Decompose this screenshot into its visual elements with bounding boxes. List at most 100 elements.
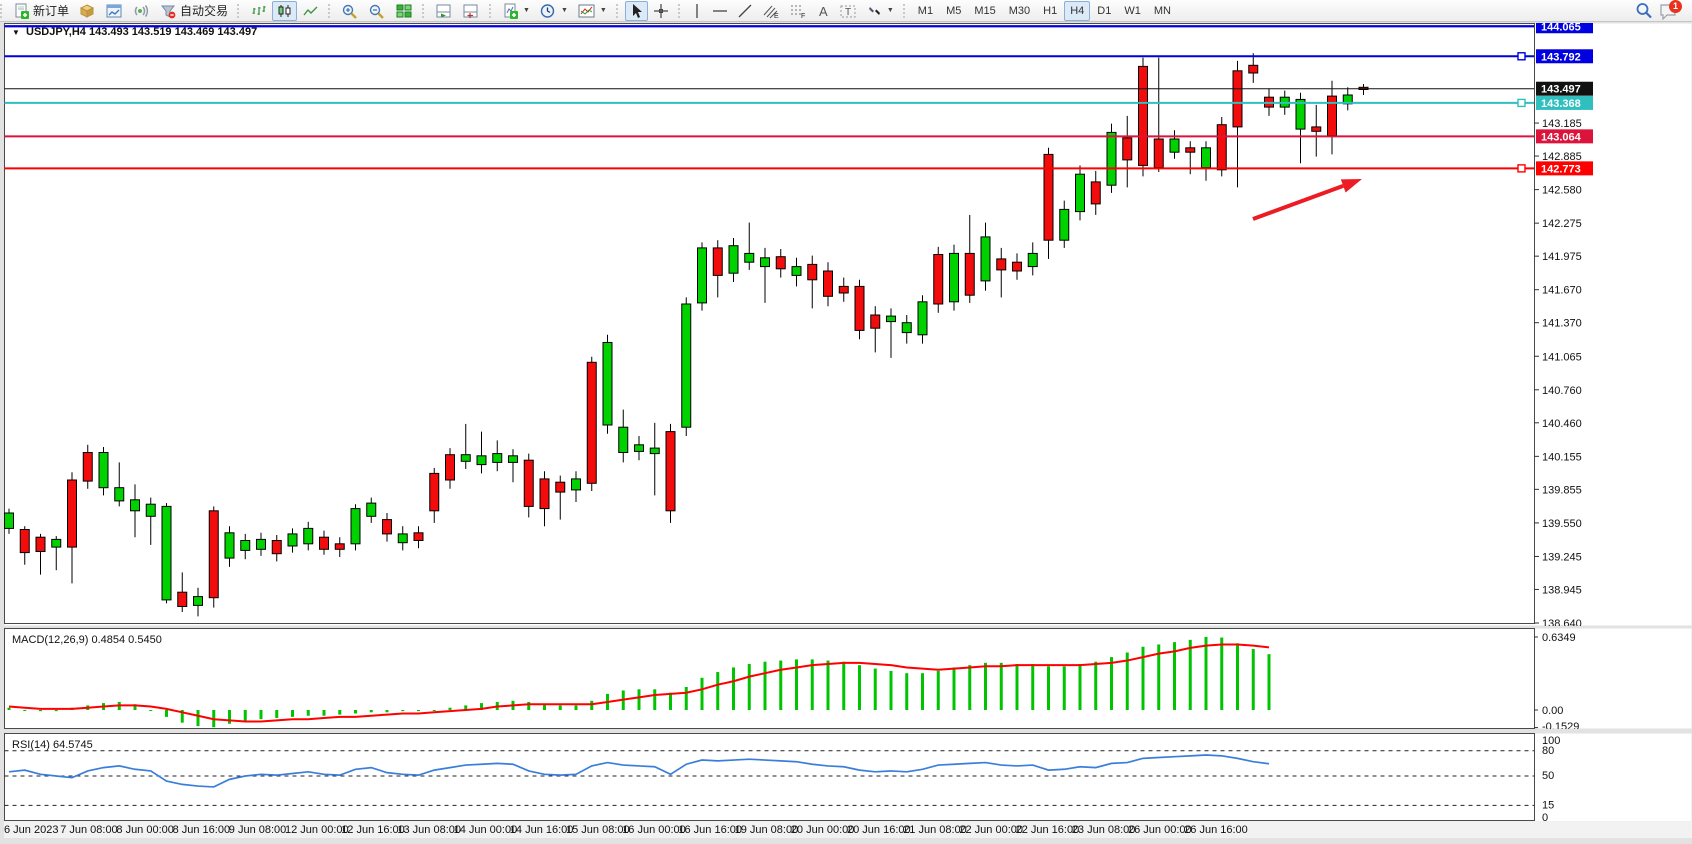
search-button[interactable]	[1631, 1, 1657, 21]
label-button[interactable]: T	[835, 1, 861, 21]
cursor-button[interactable]	[624, 0, 648, 21]
candle-body	[697, 247, 707, 304]
candle	[4, 508, 14, 534]
chat-badge: 1	[1669, 0, 1682, 13]
candle	[901, 315, 912, 344]
tab-w1[interactable]: W1	[1118, 1, 1147, 21]
chart-window-button[interactable]	[101, 1, 127, 21]
candle-body	[807, 263, 818, 281]
candle-body	[98, 452, 109, 489]
candlestick-button[interactable]	[272, 0, 298, 21]
hline-button[interactable]	[708, 1, 732, 21]
tab-m30[interactable]: M30	[1003, 1, 1036, 21]
candle-body	[1122, 137, 1133, 161]
candle	[744, 222, 755, 270]
time-label: 8 Jun 16:00	[172, 824, 231, 836]
zoom-in-button[interactable]	[337, 1, 363, 21]
candle	[949, 244, 959, 311]
candle-body	[1232, 70, 1243, 128]
candle-body	[1169, 138, 1180, 153]
bar-chart-button[interactable]	[246, 1, 271, 21]
auto-trading-button[interactable]: 自动交易	[155, 1, 232, 21]
tile-windows-button[interactable]	[391, 1, 417, 21]
template-button[interactable]: ▼	[573, 1, 611, 21]
crosshair-button[interactable]	[649, 1, 673, 21]
candle-body	[571, 478, 581, 491]
tab-h1[interactable]: H1	[1037, 1, 1063, 21]
candle	[19, 526, 30, 565]
indicator-window-button[interactable]	[431, 1, 457, 21]
macd-histogram-bar	[385, 710, 389, 713]
candle	[634, 436, 644, 461]
candle-body	[760, 257, 770, 268]
tab-h4[interactable]: H4	[1064, 0, 1091, 21]
candle-body	[602, 342, 613, 426]
macd-histogram-bar	[1062, 666, 1066, 710]
candle	[1122, 115, 1133, 188]
candle	[602, 334, 613, 434]
chevron-down-icon: ▼	[886, 7, 894, 14]
candle-body	[177, 591, 188, 608]
line-anchor-marker	[1517, 52, 1526, 61]
price-tag-label: 143.064	[1541, 131, 1582, 143]
time-label: 22 Jun 00:00	[959, 824, 1024, 836]
data-window-button[interactable]	[458, 1, 484, 21]
text-button[interactable]: A	[812, 1, 834, 21]
macd-histogram-bar	[700, 677, 704, 710]
channel-button[interactable]: E	[758, 1, 784, 21]
box-button[interactable]	[74, 1, 100, 21]
macd-indicator-pane[interactable]: MACD(12,26,9) 0.4854 0.5450 0.6349 0.00 -0.…	[4, 628, 1692, 729]
price-chart-pane[interactable]: USDJPY,H4 143.493 143.519 143.469 143.49…	[4, 23, 1692, 626]
timeframe-group: M1 M5 M15 M30 H1 H4 D1 W1 MN	[901, 0, 1179, 21]
candle	[854, 279, 865, 340]
time-label: 14 Jun 16:00	[509, 824, 574, 836]
shapes-button[interactable]: ▼	[862, 1, 898, 21]
candle-body	[1075, 173, 1085, 213]
macd-histogram-bar	[448, 707, 452, 710]
zoom-out-button[interactable]	[364, 1, 390, 21]
candle	[1248, 53, 1259, 83]
time-label: 8 Jun 00:00	[116, 824, 174, 836]
fibonacci-button[interactable]: F	[785, 1, 811, 21]
candle	[791, 257, 802, 287]
macd-histogram-bar	[543, 704, 546, 710]
candle	[429, 467, 440, 523]
candle-body	[366, 502, 377, 517]
tab-d1[interactable]: D1	[1091, 1, 1117, 21]
chevron-down-icon: ▼	[523, 7, 530, 14]
vline-button[interactable]	[687, 1, 707, 21]
candle-body	[334, 543, 345, 550]
candle	[177, 572, 188, 612]
macd-histogram-bar	[669, 692, 672, 710]
price-tick-label: 138.640	[1542, 618, 1582, 626]
candle-body	[1153, 138, 1164, 169]
candle-body	[980, 236, 991, 282]
add-indicator-button[interactable]: ▼	[498, 1, 534, 21]
candle-body	[555, 481, 566, 493]
candle	[760, 247, 770, 303]
macd-histogram-bar	[401, 710, 405, 712]
tab-m5[interactable]: M5	[940, 1, 967, 21]
macd-histogram-bar	[464, 705, 468, 710]
time-label: 23 Jun 08:00	[1071, 824, 1136, 836]
price-tick-label: 139.855	[1542, 484, 1582, 496]
tab-mn[interactable]: MN	[1148, 1, 1177, 21]
box-icon	[79, 3, 95, 18]
candle-body	[161, 505, 172, 601]
line-chart-button[interactable]	[298, 1, 323, 21]
trendline-button[interactable]	[733, 1, 757, 21]
rsi-axis-label: 100	[1542, 735, 1560, 747]
macd-histogram-bar	[684, 687, 688, 710]
indicator-window-icon	[436, 4, 451, 17]
candle	[886, 308, 896, 358]
candle-body	[870, 314, 881, 329]
chat-button[interactable]: 1	[1658, 0, 1682, 20]
new-order-button[interactable]: 新订单	[9, 1, 73, 21]
period-button[interactable]: ▼	[535, 1, 572, 21]
macd-histogram-bar	[1110, 657, 1113, 710]
tab-m15[interactable]: M15	[968, 1, 1001, 21]
candle	[1090, 170, 1101, 215]
signal-button[interactable]	[128, 1, 154, 21]
tab-m1[interactable]: M1	[912, 1, 939, 21]
